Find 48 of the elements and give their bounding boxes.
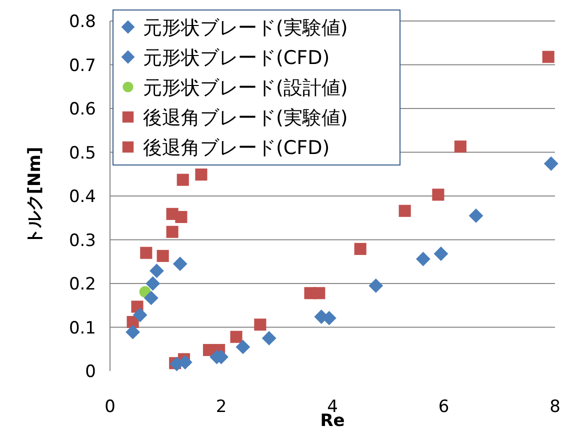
point [150, 264, 164, 278]
point [542, 50, 554, 63]
point [398, 204, 411, 217]
point [156, 250, 169, 262]
point [140, 246, 152, 259]
y-tick-label: 0.7 [68, 56, 96, 76]
x-tick-label: 8 [550, 397, 560, 417]
legend-label: 元形状ブレード(実験値) [143, 17, 348, 39]
y-tick-label: 0.8 [68, 12, 96, 32]
y-tick-label: 0.1 [68, 318, 96, 338]
point [195, 168, 208, 181]
point [254, 318, 266, 331]
point [166, 208, 178, 220]
legend-label: 元形状ブレード(設計値) [143, 77, 348, 99]
point [133, 308, 148, 322]
point [202, 344, 216, 356]
point [166, 226, 178, 238]
point [368, 278, 383, 293]
point [262, 331, 276, 346]
point [454, 140, 466, 153]
y-tick-label: 0.5 [68, 143, 96, 164]
y-tick-label: 0.4 [68, 187, 96, 207]
x-tick-label: 6 [438, 397, 450, 417]
legend-label: 後退角ブレード(実験値) [143, 107, 348, 129]
point [469, 208, 484, 223]
x-tick-label: 2 [216, 397, 227, 417]
y-tick-label: 0.3 [68, 230, 96, 251]
y-tick-label: 0.6 [68, 100, 96, 120]
point [354, 242, 366, 255]
point [544, 156, 558, 171]
point [146, 276, 160, 290]
point [236, 340, 250, 354]
y-tick-label: 0.2 [68, 274, 96, 294]
point [230, 330, 242, 343]
point [304, 287, 316, 300]
point [144, 290, 158, 305]
legend-label: 後退角ブレード(CFD) [143, 137, 330, 159]
point [432, 188, 444, 201]
legend-label: 元形状ブレード(CFD) [143, 47, 330, 69]
point [178, 355, 192, 370]
point [434, 246, 448, 261]
y-tick-label: 0 [85, 362, 96, 382]
y-axis-title: トルク[Nm] [25, 146, 45, 246]
point [416, 252, 430, 266]
point [176, 174, 189, 186]
point [173, 256, 188, 271]
point [126, 325, 140, 340]
x-tick-label: 0 [104, 397, 116, 417]
